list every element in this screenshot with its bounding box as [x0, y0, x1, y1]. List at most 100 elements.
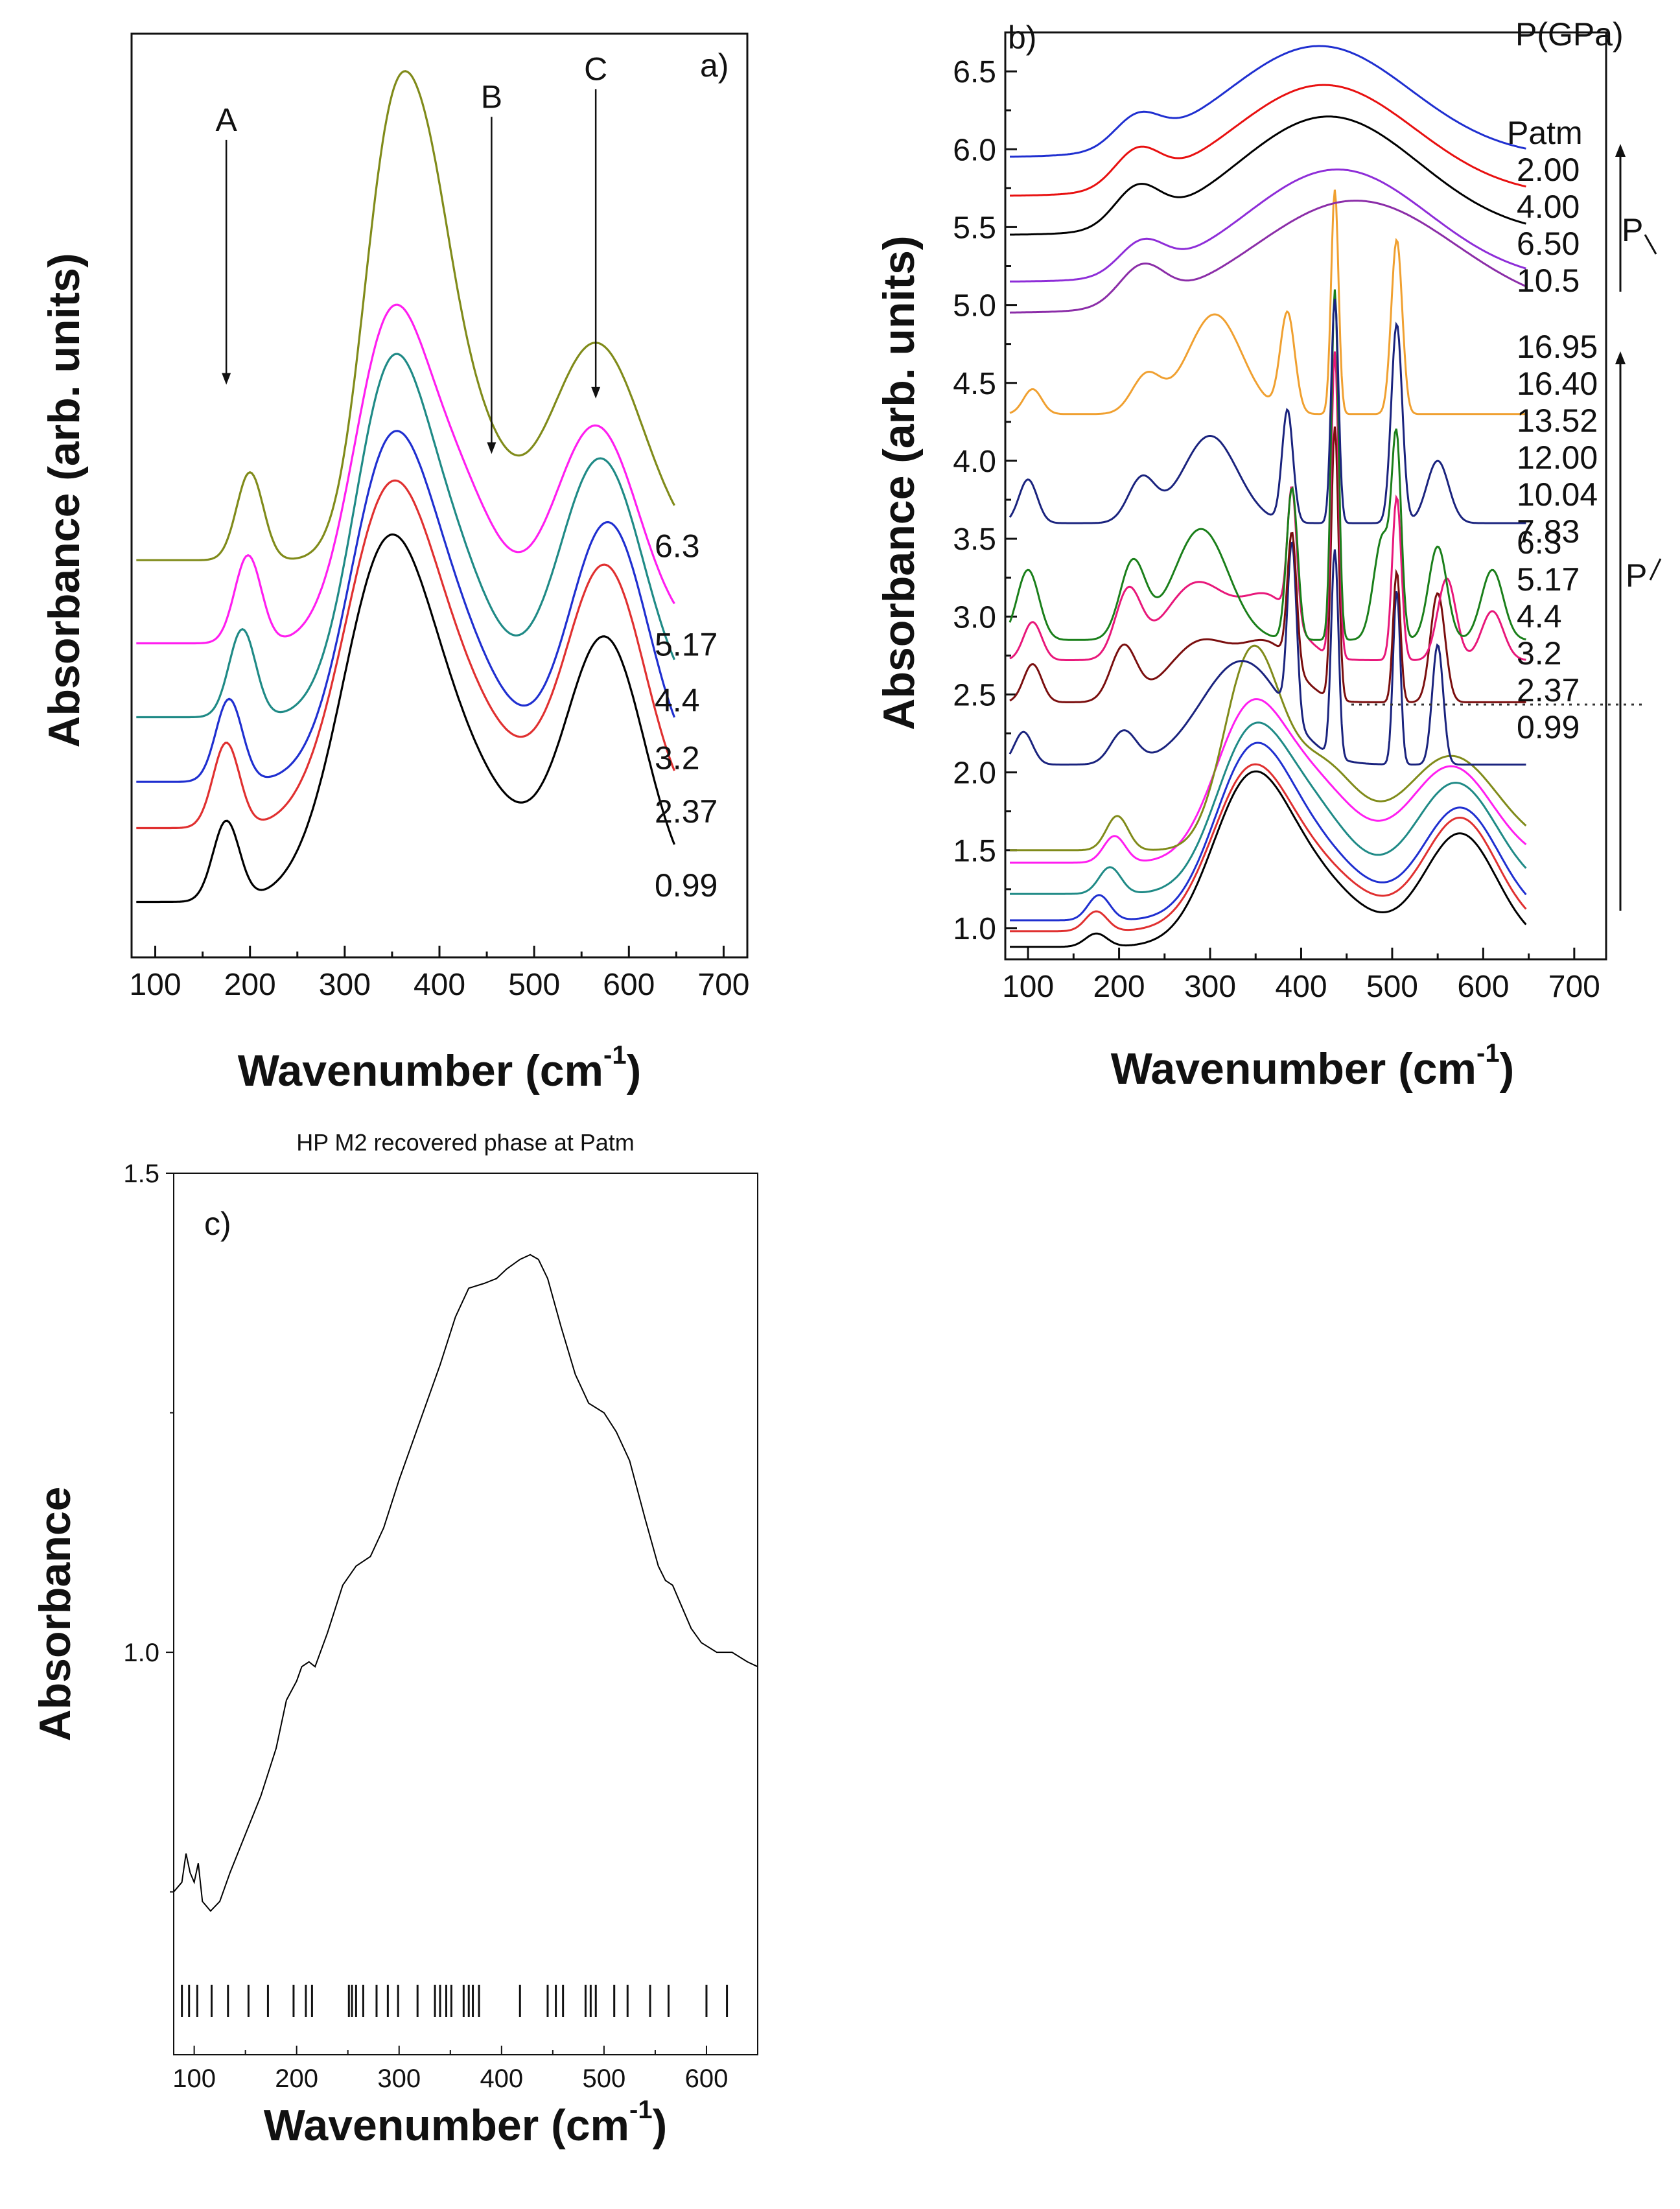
- panel-b-x-axis-label: Wavenumber (cm-1): [1111, 1039, 1515, 1093]
- panel-c-x-tick-label: 100: [172, 2064, 216, 2093]
- panel-a-series-label-2.37: 2.37: [655, 793, 718, 830]
- panel-b-series-label-6.50: 6.50: [1517, 226, 1580, 262]
- panel-b-series-label-2.00: 2.00: [1517, 152, 1580, 188]
- panel-c-frame: [173, 1173, 758, 2055]
- band-marker-arrowhead-C: [591, 386, 601, 399]
- panel-c-series: [173, 1254, 758, 1912]
- panel-b-series-label-6.3: 6.3: [1517, 524, 1562, 561]
- panel-b-decompression-arrow: P: [1615, 144, 1657, 292]
- panel-b-series-label-13.52: 13.52: [1517, 403, 1598, 439]
- panel-b-y-tick-label: 6.0: [953, 133, 996, 167]
- band-marker-arrowhead-A: [222, 373, 231, 385]
- panel-b-y-tick-label: 3.0: [953, 600, 996, 635]
- panel-b-x-tick-label: 500: [1366, 970, 1418, 1004]
- panel-b-x-tick-label: 700: [1548, 970, 1600, 1004]
- panel-b-series-2.37: [1010, 763, 1527, 933]
- panel-b-series-label-16.95: 16.95: [1517, 329, 1598, 365]
- panel-b-x-tick-label: 600: [1457, 970, 1509, 1004]
- panel-b-series-2.00: [1010, 84, 1526, 197]
- panel-a-series-0.99: [136, 533, 675, 904]
- panel-c-y-axis-label: Absorbance: [30, 1487, 80, 1742]
- panel-b-compression-arrow: P: [1615, 351, 1662, 911]
- panel-a-x-tick-label: 400: [414, 968, 465, 1002]
- panel-a-series-label-4.4: 4.4: [655, 683, 700, 719]
- panel-b-y-tick-label: 2.5: [953, 678, 996, 712]
- panel-b-series-label-3.2: 3.2: [1517, 635, 1562, 672]
- panel-c-x-tick-label: 200: [275, 2064, 318, 2093]
- panel-a-x-tick-label: 700: [697, 968, 749, 1002]
- panel-a-series-label-0.99: 0.99: [655, 867, 718, 904]
- panel-b-compression-label: P: [1626, 557, 1647, 594]
- panel-b-series-10.5: [1009, 200, 1526, 314]
- panel-a-y-axis-label: Absorbance (arb. units): [40, 253, 89, 747]
- panel-b-y-tick-label: 4.0: [953, 445, 996, 479]
- panel-b-series-Patm: [1010, 45, 1526, 158]
- panel-b-series-label-10.04: 10.04: [1517, 476, 1598, 513]
- panel-b-y-tick-label: 5.5: [953, 211, 996, 245]
- panel-a-x-tick-label: 300: [319, 968, 371, 1002]
- panel-b-series-label-16.40: 16.40: [1517, 366, 1598, 402]
- panel-b-series-label-0.99: 0.99: [1517, 709, 1580, 745]
- panel-b-series-4.00: [1010, 115, 1526, 236]
- panel-a-series-label-5.17: 5.17: [655, 626, 718, 662]
- panel-b-series-12.00: [1009, 351, 1526, 661]
- panel-b-series-16.40: [1009, 298, 1526, 524]
- panel-b-series-label-4.4: 4.4: [1517, 598, 1562, 635]
- panel-b-series-label-4.00: 4.00: [1517, 189, 1580, 225]
- panel-c-x-tick-label: 400: [480, 2064, 523, 2093]
- panel-b-y-axis-label: Absorbance (arb. units): [874, 235, 924, 730]
- panel-b-series-label-5.17: 5.17: [1517, 561, 1580, 598]
- panel-b-series-label-Patm: Patm: [1507, 115, 1583, 151]
- panel-c-tag: c): [204, 1206, 231, 1242]
- panel-b-legend-title: P(GPa): [1515, 16, 1624, 53]
- panel-a-series-label-6.3: 6.3: [655, 528, 700, 565]
- band-marker-label-C: C: [584, 51, 607, 88]
- panel-b-x-tick-label: 400: [1275, 970, 1327, 1004]
- panel-b-x-tick-label: 300: [1184, 970, 1236, 1004]
- panel-c-chart: 100 200 300 400 500 600 1.0 1.5 HP M2 recovered…: [30, 1129, 758, 2150]
- panel-b-series-4.4: [1010, 721, 1527, 895]
- panel-b-y-tick-label: 2.0: [953, 756, 996, 791]
- band-marker-label-B: B: [481, 78, 502, 115]
- panel-c-x-axis-label: Wavenumber (cm-1): [264, 2096, 668, 2150]
- panel-a-x-tick-label: 200: [224, 968, 276, 1002]
- panel-c-title: HP M2 recovered phase at Patm: [296, 1129, 635, 1156]
- band-marker-label-A: A: [215, 102, 237, 138]
- panel-c-y-tick-label: 1.5: [123, 1160, 159, 1188]
- panel-a-series-label-3.2: 3.2: [655, 740, 700, 777]
- panel-a-series-labels: 0.99 2.37 3.2 4.4 5.17 6.3: [655, 528, 718, 904]
- panel-b-frame: [1004, 31, 1607, 961]
- panel-a-series-6.3: [136, 70, 675, 561]
- panel-a-chart: 100 200 300 400 500 600 700 0.99 2.37 3.2 4.4 5.17…: [40, 32, 750, 1095]
- panel-b-x-tick-label: 200: [1093, 970, 1145, 1004]
- panel-b-series-7.83: [1009, 541, 1526, 766]
- panel-a-x-tick-label: 100: [129, 968, 181, 1002]
- panel-b-y-tick-label: 5.0: [953, 289, 996, 323]
- panel-b-series-16.95: [1009, 189, 1526, 415]
- panel-b-chart: 100 200 300 400 500 600 700 1.0 1.5 2.0 2.5 3.0 3.5 4…: [874, 16, 1662, 1093]
- panel-b-x-tick-label: 100: [1002, 970, 1054, 1004]
- panel-a-series-4.4: [136, 353, 675, 719]
- panel-a-series-2.37: [136, 479, 675, 830]
- panel-b-series: [1009, 45, 1527, 948]
- panel-a-series-3.2: [136, 430, 676, 783]
- panel-b-y-tick-label: 1.5: [953, 834, 996, 869]
- panel-a-band-markers: A B C: [215, 51, 607, 454]
- panel-c-x-tick-label: 600: [685, 2064, 729, 2093]
- panel-a-x-ticks: 100 200 300 400 500 600 700: [129, 946, 750, 1002]
- panel-a-x-axis-label: Wavenumber (cm-1): [238, 1041, 642, 1095]
- panel-b-y-tick-label: 1.0: [953, 912, 996, 946]
- panel-b-series-13.52: [1009, 289, 1526, 641]
- panel-c-y-tick-label: 1.0: [123, 1639, 159, 1667]
- panel-b-y-tick-label: 6.5: [953, 55, 996, 89]
- panel-a-tag: a): [700, 47, 729, 84]
- panel-b-ticks: 100 200 300 400 500 600 700 1.0 1.5 2.0 2.5 3.0 3.5 4…: [953, 31, 1600, 1004]
- panel-b-decompression-label: P: [1622, 212, 1643, 248]
- panel-b-series-label-10.5: 10.5: [1517, 263, 1580, 299]
- panel-c-series-line: [173, 1254, 758, 1912]
- panel-b-series-6.3: [1010, 644, 1527, 852]
- panel-b-series-label-7.83: 7.83: [1517, 513, 1580, 550]
- panel-c-stick-markers: [181, 1985, 729, 2017]
